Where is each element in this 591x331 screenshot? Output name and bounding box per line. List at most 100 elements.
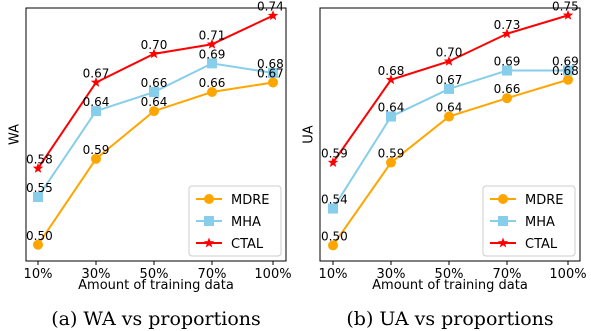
data-label: 0.73 <box>494 18 521 32</box>
data-point <box>33 239 43 250</box>
data-point <box>149 106 159 117</box>
data-point <box>149 87 159 98</box>
series-mha <box>328 65 573 214</box>
data-point <box>148 48 160 59</box>
legend-label: MHA <box>525 215 555 230</box>
data-point <box>444 83 454 94</box>
data-label: 0.59 <box>321 147 348 161</box>
x-axis-label: Amount of training data <box>78 278 234 293</box>
legend-marker <box>204 194 214 204</box>
legend-label: MDRE <box>231 193 269 208</box>
data-point <box>443 55 455 66</box>
data-point <box>562 9 574 20</box>
legend-marker <box>204 216 214 226</box>
data-label: 0.64 <box>141 95 168 109</box>
x-tick-label: 70% <box>493 267 522 282</box>
data-point <box>501 28 513 39</box>
data-point <box>91 153 101 164</box>
legend-item-mha: MHA <box>196 215 261 230</box>
data-point <box>207 87 217 98</box>
legend-box <box>188 185 282 257</box>
y-axis-label: WA <box>8 124 23 145</box>
data-point <box>563 74 573 85</box>
legend-item-mdre: MDRE <box>196 193 269 208</box>
data-label: 0.59 <box>378 147 405 161</box>
chart-panel-b: 10% 30% 50% 70% 100% Amount of training data U… <box>302 0 587 330</box>
legend-label: MHA <box>231 215 261 230</box>
data-point <box>267 10 279 21</box>
series-mdre <box>33 77 278 250</box>
data-label: 0.71 <box>199 28 226 42</box>
x-tick-label: 50% <box>140 267 169 282</box>
data-label: 0.64 <box>436 101 463 115</box>
series-ctal <box>327 9 574 168</box>
data-label: 0.50 <box>26 229 53 243</box>
data-label: 0.64 <box>378 101 405 115</box>
x-tick-label: 10% <box>24 267 53 282</box>
x-tick-label: 100% <box>254 267 291 282</box>
data-label: 0.64 <box>83 95 110 109</box>
data-label: 0.59 <box>83 143 110 157</box>
series-mha <box>33 58 278 203</box>
y-axis-label: UA <box>302 125 317 144</box>
x-tick-label: 50% <box>435 267 464 282</box>
data-point <box>207 58 217 69</box>
x-tick-label: 10% <box>319 267 348 282</box>
data-label: 0.74 <box>257 0 284 14</box>
data-label: 0.68 <box>378 64 405 78</box>
data-point <box>386 111 396 122</box>
legend-label: CTAL <box>231 237 264 252</box>
data-point <box>327 157 339 168</box>
data-point <box>386 157 396 168</box>
x-tick-label: 100% <box>549 267 586 282</box>
legend-item-mdre: MDRE <box>490 193 563 208</box>
data-point <box>206 38 218 49</box>
data-point <box>502 65 512 76</box>
data-point <box>90 76 102 87</box>
data-label: 0.75 <box>552 0 579 13</box>
legend-label: CTAL <box>525 237 558 252</box>
data-point <box>91 106 101 117</box>
data-point <box>328 240 338 251</box>
data-label: 0.58 <box>26 152 53 166</box>
data-label: 0.66 <box>141 76 168 90</box>
legend-box <box>482 185 576 257</box>
data-label: 0.68 <box>257 57 284 71</box>
data-point <box>33 192 43 203</box>
data-point <box>268 67 278 78</box>
legend: MDRE MHA CTAL <box>482 185 576 257</box>
data-label: 0.69 <box>494 55 521 69</box>
data-label: 0.70 <box>436 45 463 59</box>
data-point <box>268 77 278 88</box>
figure-caption: (b) UA vs proportions <box>346 308 553 330</box>
data-label: 0.55 <box>26 181 53 195</box>
data-label: 0.70 <box>141 38 168 52</box>
data-label: 0.50 <box>321 229 348 243</box>
data-label: 0.69 <box>552 55 579 69</box>
data-label: 0.66 <box>199 76 226 90</box>
data-label: 0.69 <box>199 47 226 61</box>
data-point <box>563 65 573 76</box>
plot-frame <box>319 7 581 262</box>
data-label: 0.68 <box>552 64 579 78</box>
legend-label: MDRE <box>525 193 563 208</box>
data-point <box>502 93 512 104</box>
chart-panel-a: 10% 30% 50% 70% 100% Amount of training data W… <box>8 0 292 330</box>
legend-item-ctal: CTAL <box>196 237 264 252</box>
data-point <box>444 111 454 122</box>
data-label: 0.54 <box>321 193 348 207</box>
data-point <box>385 74 397 85</box>
legend-marker <box>203 237 215 248</box>
x-tick-label: 70% <box>198 267 227 282</box>
legend-marker <box>498 216 508 226</box>
legend-marker <box>498 194 508 204</box>
legend: MDRE MHA CTAL <box>188 185 282 257</box>
data-point <box>328 203 338 214</box>
x-tick-label: 30% <box>377 267 406 282</box>
figure-caption: (a) WA vs proportions <box>51 308 261 330</box>
data-point <box>32 162 44 173</box>
data-label: 0.67 <box>436 73 463 87</box>
data-label: 0.67 <box>257 66 284 80</box>
series-ctal <box>32 10 279 173</box>
